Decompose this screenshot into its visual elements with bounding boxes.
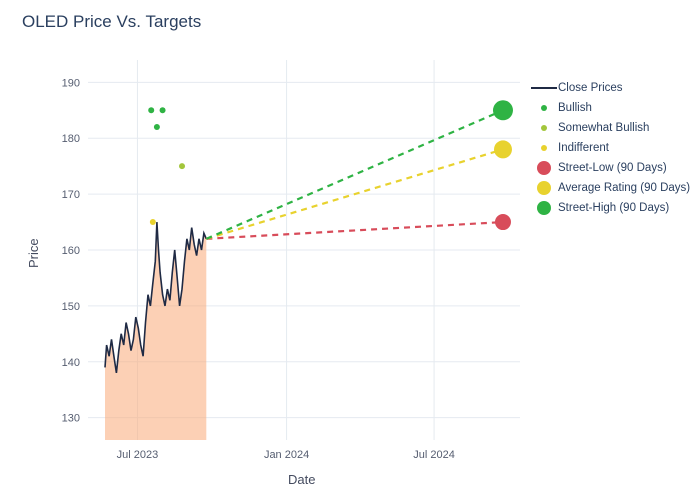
legend-label: Indifferent [558, 142, 609, 154]
y-tick-label: 150 [62, 301, 80, 313]
plot-area: 130 140 150 160 170 180 190 Jul 2023 Jan 2024 Jul… [0, 0, 700, 500]
target_low-marker [495, 214, 511, 230]
legend-label: Bullish [558, 102, 592, 114]
legend-item-bullish[interactable]: Bullish [530, 100, 690, 116]
y-tick-label: 170 [62, 189, 80, 201]
target_high-line [206, 110, 503, 239]
bullish-marker [160, 107, 166, 113]
legend-item-target_high[interactable]: Street-High (90 Days) [530, 200, 690, 216]
y-tick-label: 180 [62, 133, 80, 145]
bullish-marker [154, 124, 160, 130]
legend-swatch [530, 105, 558, 111]
legend-item-indifferent[interactable]: Indifferent [530, 140, 690, 156]
legend-label: Street-High (90 Days) [558, 202, 669, 214]
legend-item-somewhat_bullish[interactable]: Somewhat Bullish [530, 120, 690, 136]
y-tick-label: 140 [62, 357, 80, 369]
legend-swatch [530, 181, 558, 195]
y-tick-label: 160 [62, 245, 80, 257]
x-tick-label: Jul 2023 [117, 449, 159, 461]
legend-swatch [530, 125, 558, 131]
x-tick-label: Jul 2024 [413, 449, 455, 461]
legend-label: Average Rating (90 Days) [558, 182, 690, 194]
legend-swatch [530, 87, 558, 89]
target_high-marker [493, 100, 513, 120]
x-tick-label: Jan 2024 [264, 449, 309, 461]
legend-item-target_avg[interactable]: Average Rating (90 Days) [530, 180, 690, 196]
target_avg-marker [494, 140, 512, 158]
chart-container: OLED Price Vs. Targets Price Date 130140… [0, 0, 700, 500]
legend-label: Street-Low (90 Days) [558, 162, 667, 174]
legend: Close Prices Bullish Somewhat Bullish Indif… [530, 80, 690, 220]
legend-swatch [530, 145, 558, 151]
indifferent-marker [150, 219, 156, 225]
legend-swatch [530, 201, 558, 215]
legend-label: Close Prices [558, 82, 623, 94]
legend-swatch [530, 161, 558, 175]
y-tick-label: 190 [62, 77, 80, 89]
legend-label: Somewhat Bullish [558, 122, 649, 134]
somewhat_bullish-marker [179, 163, 185, 169]
legend-item-target_low[interactable]: Street-Low (90 Days) [530, 160, 690, 176]
bullish-marker [148, 107, 154, 113]
legend-item-close_prices[interactable]: Close Prices [530, 80, 690, 96]
y-tick-label: 130 [62, 413, 80, 425]
